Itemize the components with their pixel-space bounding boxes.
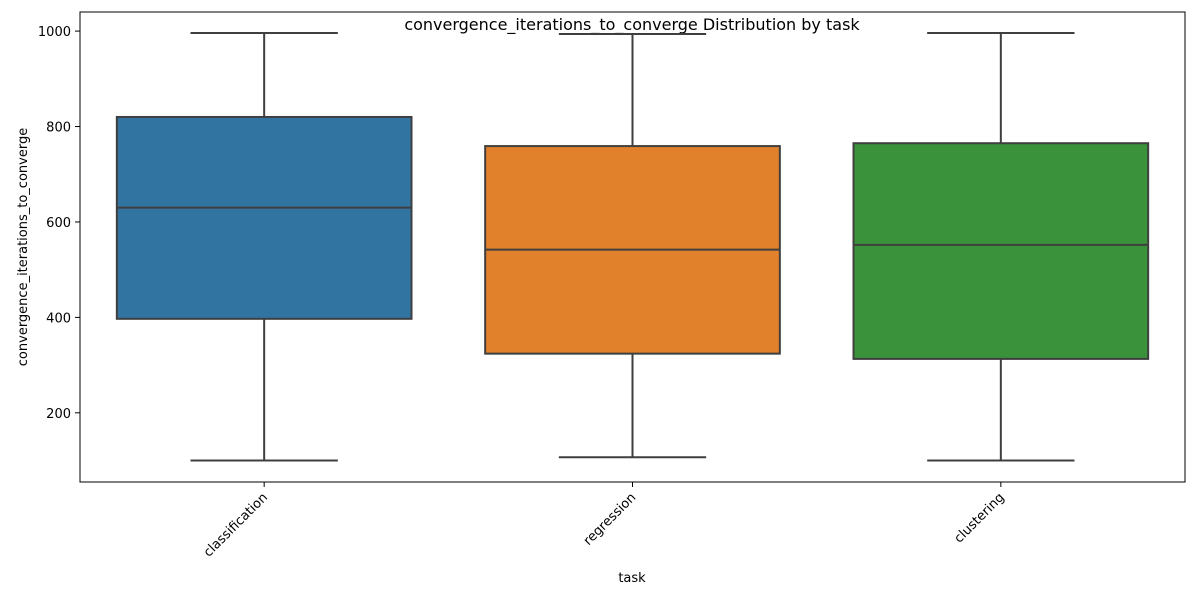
box-clustering [852,31,1150,462]
y-tick-label: 400 [46,311,71,326]
x-tick-label: classification [201,490,271,560]
iqr-box [115,115,413,320]
chart-title: convergence_iterations_to_converge Distr… [404,15,860,35]
y-tick-label: 200 [46,407,71,422]
box-regression [484,32,781,459]
iqr-box [852,142,1150,360]
box-classification [115,31,413,462]
y-tick-label: 1000 [38,25,71,40]
y-tick-label: 800 [46,121,71,136]
y-axis: 200 400 600 800 1000 [38,25,80,422]
x-tick-label: regression [581,490,639,548]
y-axis-label: convergence_iterations_to_converge [16,128,31,366]
x-axis-label: task [618,571,646,586]
x-axis: classification regression clustering [201,482,1008,560]
plot-frame [79,11,1186,483]
x-tick-label: clustering [952,490,1008,546]
boxes-layer [115,31,1150,462]
y-tick-label: 600 [46,216,71,231]
